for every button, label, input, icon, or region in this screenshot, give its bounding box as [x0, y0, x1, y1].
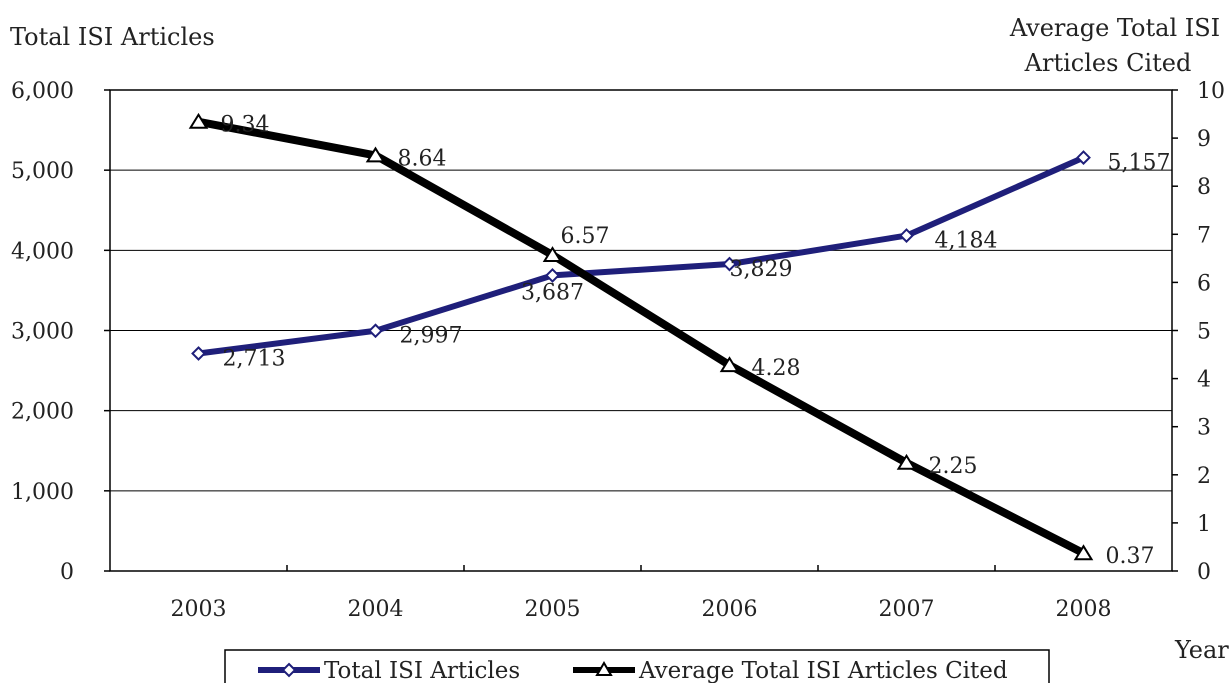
series-line-average-cited: [197, 117, 1086, 557]
left-tick-label: 5,000: [11, 159, 74, 184]
right-tick-label: 6: [1197, 271, 1211, 296]
legend-label-average-cited: Average Total ISI Articles Cited: [638, 658, 1008, 683]
right-tick-label: 7: [1197, 223, 1211, 248]
left-tick-label: 2,000: [11, 400, 74, 425]
triangle-marker: [719, 356, 740, 373]
right-axis-ticks: 0 1 2 3 4 5 6 7 8 9 10: [1172, 79, 1225, 585]
data-label-total-isi-articles: 5,157: [1108, 151, 1171, 176]
x-tick-label: 2005: [525, 597, 581, 622]
data-label-total-isi-articles: 3,829: [730, 257, 793, 282]
right-axis-title-line-2: Articles Cited: [1024, 49, 1192, 77]
x-tick-label: 2007: [879, 597, 935, 622]
series-layer: 2,713 2,997 3,687 3,829 4,184 5,157 9.34 8.64 6.…: [188, 112, 1171, 569]
legend-marker-diamond: [281, 662, 297, 678]
right-tick-label: 8: [1197, 175, 1211, 200]
data-label-total-isi-articles: 2,997: [400, 324, 463, 349]
left-tick-label: 4,000: [11, 239, 74, 264]
triangle-marker: [896, 453, 917, 470]
series-line-total-isi-articles: [198, 154, 1085, 357]
data-label-total-isi-articles: 2,713: [223, 347, 286, 372]
right-axis-title-line-1: Average Total ISI: [1009, 14, 1220, 42]
legend: Total ISI Articles Average Total ISI Art…: [224, 649, 1050, 683]
x-axis-ticks: 2003 2004 2005 2006 2007 2008: [171, 565, 1112, 622]
left-tick-label: 1,000: [11, 480, 74, 505]
legend-label-total-isi-articles: Total ISI Articles: [324, 658, 520, 683]
diamond-marker: [368, 323, 383, 339]
gridlines: [110, 169, 1172, 492]
diamond-marker: [191, 346, 206, 361]
data-label-average-cited: 6.57: [561, 224, 610, 249]
diamond-marker: [1076, 150, 1091, 165]
data-label-average-cited: 4.28: [752, 356, 801, 381]
diamond-marker: [722, 256, 737, 272]
left-tick-label: 3,000: [11, 320, 74, 345]
diamond-marker: [545, 268, 560, 283]
legend-marker-triangle: [595, 661, 613, 676]
right-tick-label: 1: [1197, 512, 1211, 537]
triangle-marker: [188, 112, 209, 129]
right-tick-label: 3: [1197, 416, 1211, 441]
left-tick-label: 6,000: [11, 79, 74, 104]
right-tick-label: 4: [1197, 368, 1211, 393]
x-tick-label: 2006: [702, 597, 758, 622]
right-tick-label: 9: [1197, 127, 1211, 152]
data-label-average-cited: 0.37: [1106, 544, 1155, 569]
triangle-marker: [365, 146, 386, 163]
left-tick-label: 0: [60, 560, 74, 585]
triangle-marker: [542, 246, 563, 262]
right-tick-label: 0: [1197, 560, 1211, 585]
x-axis-title: Year: [1174, 636, 1229, 664]
left-axis-ticks: 0 1,000 2,000 3,000 4,000 5,000 6,000: [11, 79, 110, 585]
data-label-average-cited: 2.25: [929, 454, 978, 479]
data-label-total-isi-articles: 3,687: [521, 280, 584, 305]
triangle-marker: [1073, 544, 1094, 561]
right-tick-label: 5: [1197, 320, 1211, 345]
left-axis-title: Total ISI Articles: [10, 23, 215, 51]
data-label-average-cited: 8.64: [398, 146, 447, 171]
x-tick-label: 2004: [348, 597, 404, 622]
x-tick-label: 2003: [171, 597, 227, 622]
right-tick-label: 10: [1197, 79, 1225, 104]
data-label-total-isi-articles: 4,184: [935, 229, 998, 254]
x-tick-label: 2008: [1056, 597, 1112, 622]
data-label-average-cited: 9.34: [221, 113, 270, 138]
legend-frame: [224, 649, 1050, 683]
diamond-marker: [899, 228, 914, 243]
right-tick-label: 2: [1197, 464, 1211, 489]
